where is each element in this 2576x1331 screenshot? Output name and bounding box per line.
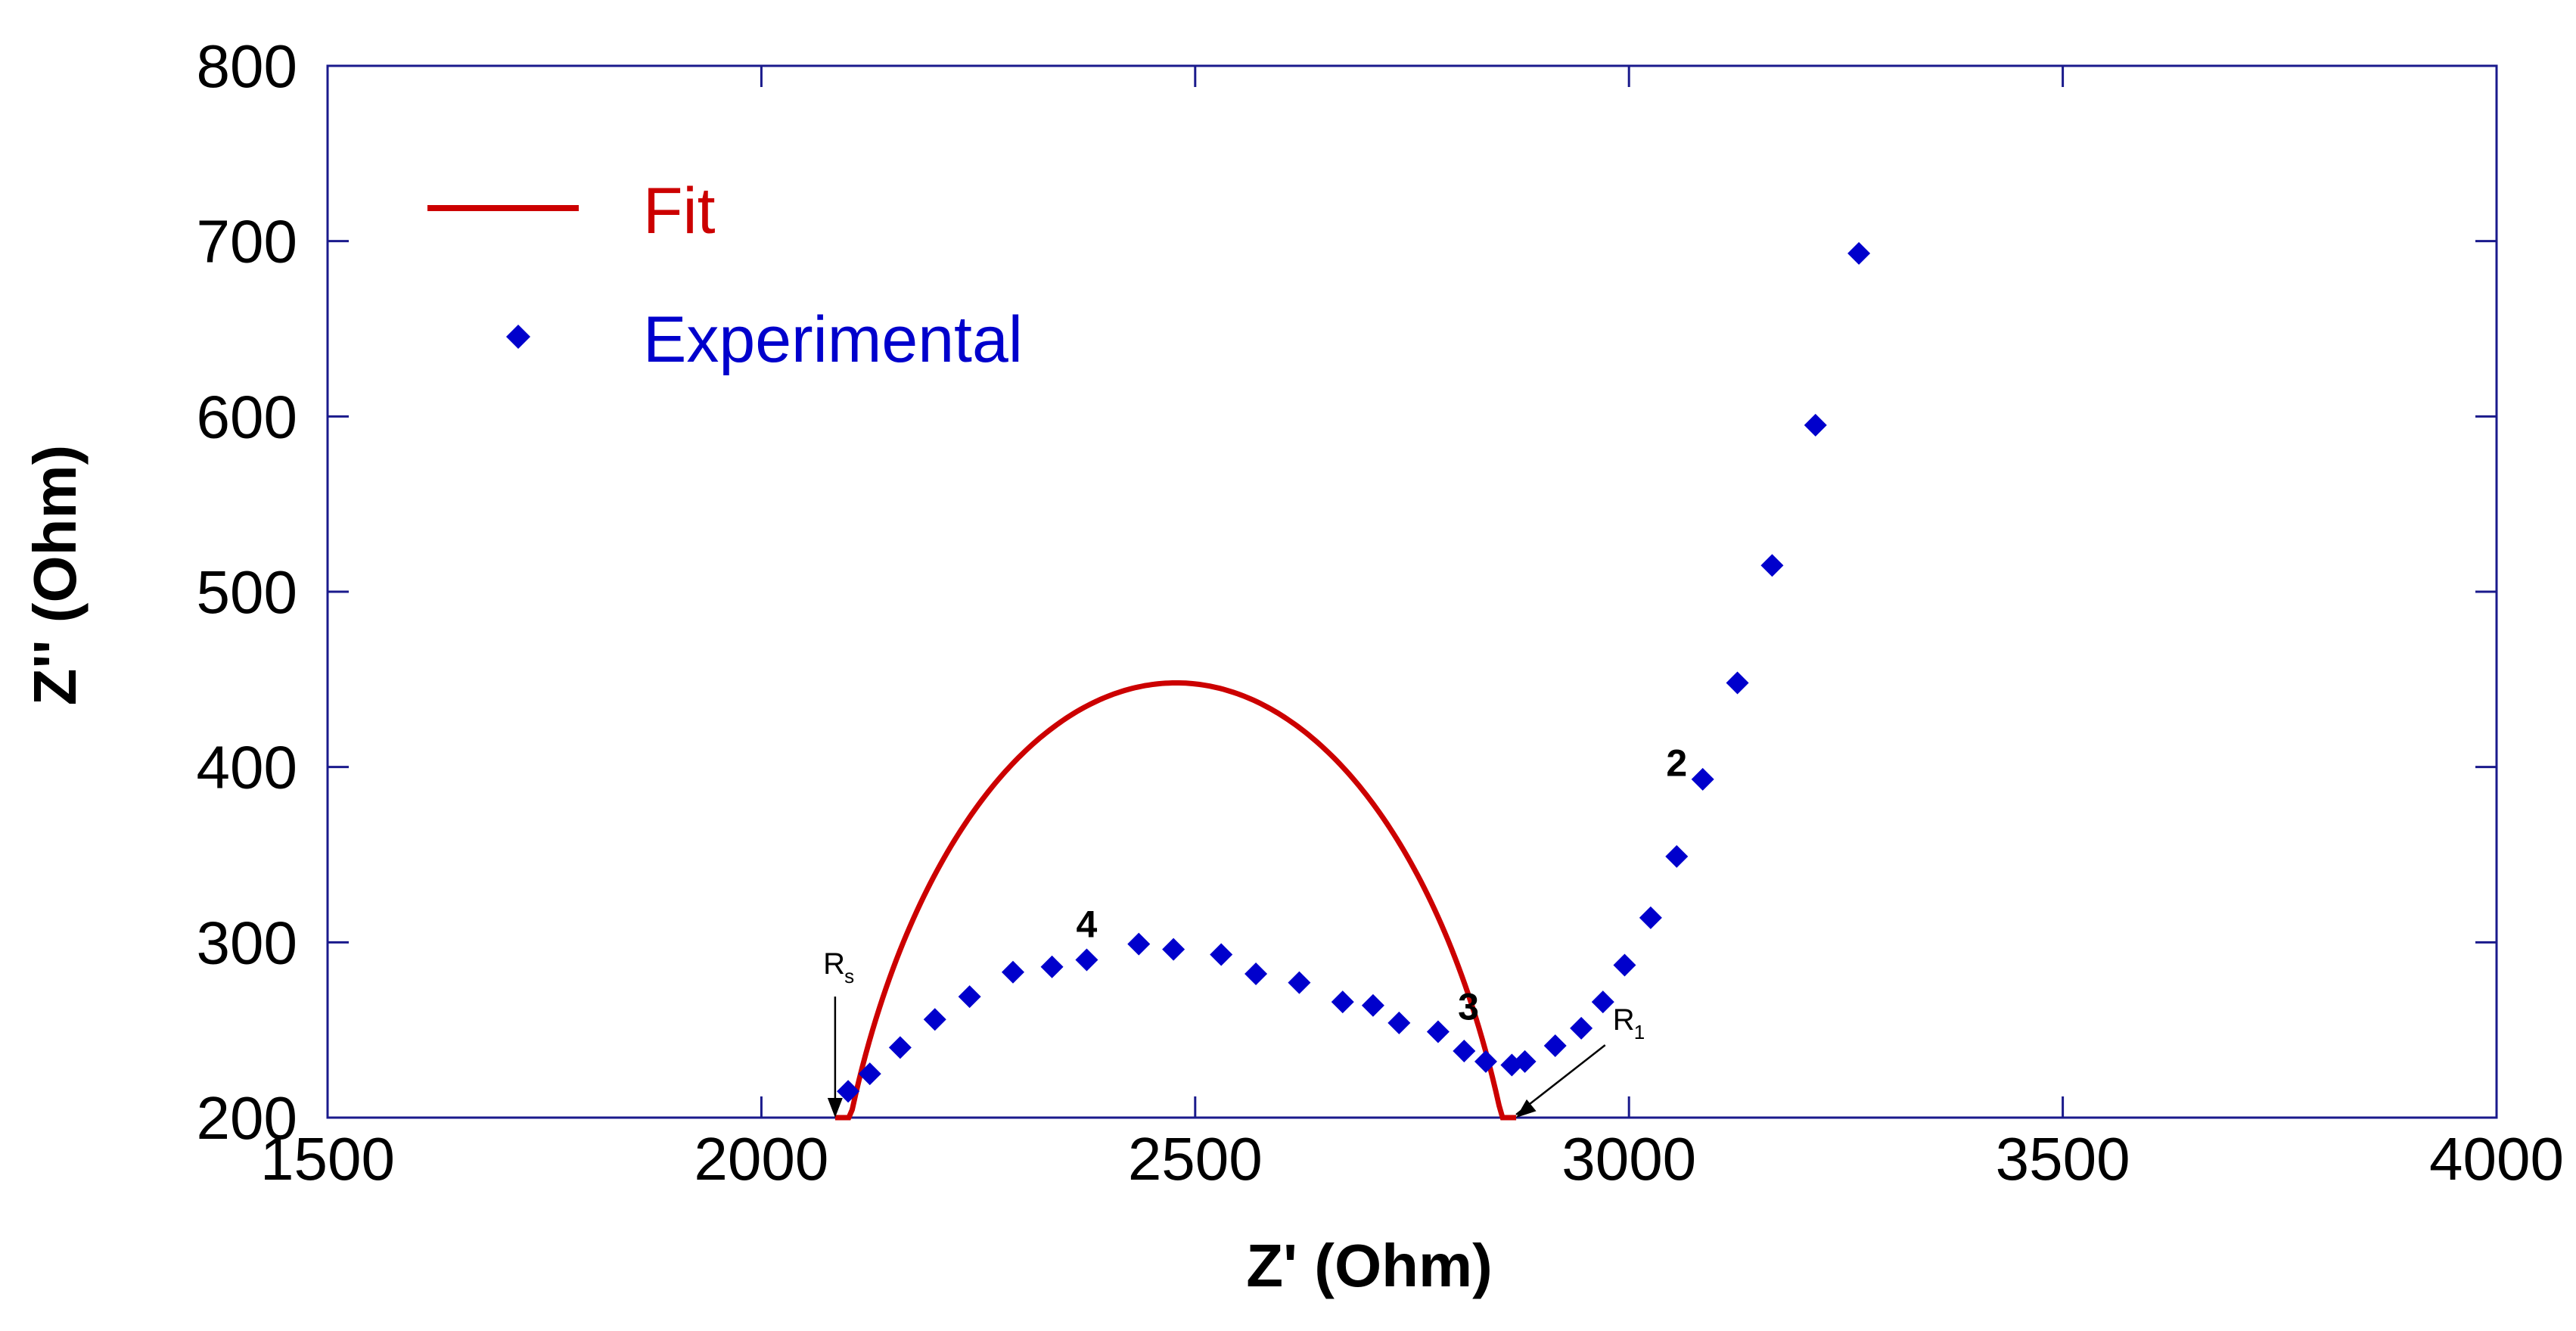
fit-series [834, 680, 1517, 1121]
marker-subscript: 1 [1634, 1021, 1645, 1043]
experimental-point [1331, 990, 1354, 1014]
y-tick-label: 400 [197, 734, 297, 801]
experimental-point [1162, 938, 1185, 961]
experimental-point [1426, 1020, 1450, 1043]
point-annotation: 4 [1077, 903, 1098, 945]
y-tick-label: 600 [197, 383, 297, 450]
experimental-point [1760, 554, 1784, 577]
marker-label: R [823, 947, 845, 981]
experimental-point [1001, 960, 1024, 984]
experimental-point [1210, 943, 1233, 966]
experimental-point [1570, 1016, 1593, 1040]
experimental-point [1075, 948, 1098, 972]
experimental-point [1513, 1050, 1537, 1073]
experimental-point [1453, 1039, 1476, 1062]
point-annotation: 2 [1666, 742, 1687, 784]
experimental-point [1361, 994, 1384, 1017]
experimental-point [1691, 767, 1714, 791]
experimental-point [1613, 953, 1636, 977]
experimental-point [1591, 990, 1614, 1014]
marker-arrow-head [1516, 1099, 1537, 1118]
experimental-point [958, 985, 981, 1009]
x-tick-label: 3500 [1996, 1125, 2130, 1193]
axis-ticks [326, 64, 2498, 1119]
y-tick-label: 800 [197, 33, 297, 100]
annotations: 4 3 2 [1077, 742, 1688, 1028]
experimental-point [1665, 844, 1689, 868]
y-tick-label: 200 [197, 1084, 297, 1152]
experimental-point [1040, 955, 1064, 978]
x-tick-label: 2500 [1128, 1125, 1263, 1193]
legend-diamond-swatch [506, 325, 530, 349]
experimental-point [1127, 932, 1151, 956]
marker-label: R [1613, 1003, 1635, 1037]
experimental-point [1847, 241, 1871, 265]
experimental-point [858, 1062, 881, 1086]
legend-label: Experimental [643, 303, 1023, 376]
x-tick-label: 1500 [260, 1125, 395, 1193]
y-tick-label: 500 [197, 558, 297, 626]
experimental-point [888, 1036, 912, 1059]
experimental-point [1804, 413, 1827, 437]
marker-arrow-line [1515, 1044, 1606, 1115]
experimental-point [1474, 1050, 1497, 1073]
experimental-point [923, 1008, 946, 1031]
legend: Fit Experimental [427, 175, 1023, 376]
fit-curve [834, 680, 1517, 1121]
x-tick-label: 2000 [694, 1125, 828, 1193]
y-tick-label: 700 [197, 208, 297, 275]
y-tick-label: 300 [197, 909, 297, 976]
tick-labels: 1500 2000 2500 3000 3500 4000 200 300 400 500 600 7… [197, 33, 2564, 1193]
experimental-point [1543, 1034, 1567, 1058]
experimental-point [1639, 906, 1662, 929]
experimental-point [1726, 671, 1749, 695]
x-tick-label: 4000 [2429, 1125, 2564, 1193]
experimental-point [1288, 971, 1311, 994]
experimental-point [1244, 962, 1268, 986]
x-tick-label: 3000 [1561, 1125, 1696, 1193]
y-axis-title: Z'' (Ohm) [21, 445, 89, 706]
point-annotation: 3 [1458, 985, 1479, 1028]
x-axis-title: Z' (Ohm) [1246, 1232, 1493, 1299]
legend-label: Fit [643, 175, 716, 247]
marker-arrow-head [827, 1098, 843, 1118]
marker-subscript: s [844, 965, 854, 987]
experimental-series [837, 241, 1871, 1103]
experimental-point [837, 1080, 860, 1103]
experimental-point [1387, 1011, 1411, 1034]
